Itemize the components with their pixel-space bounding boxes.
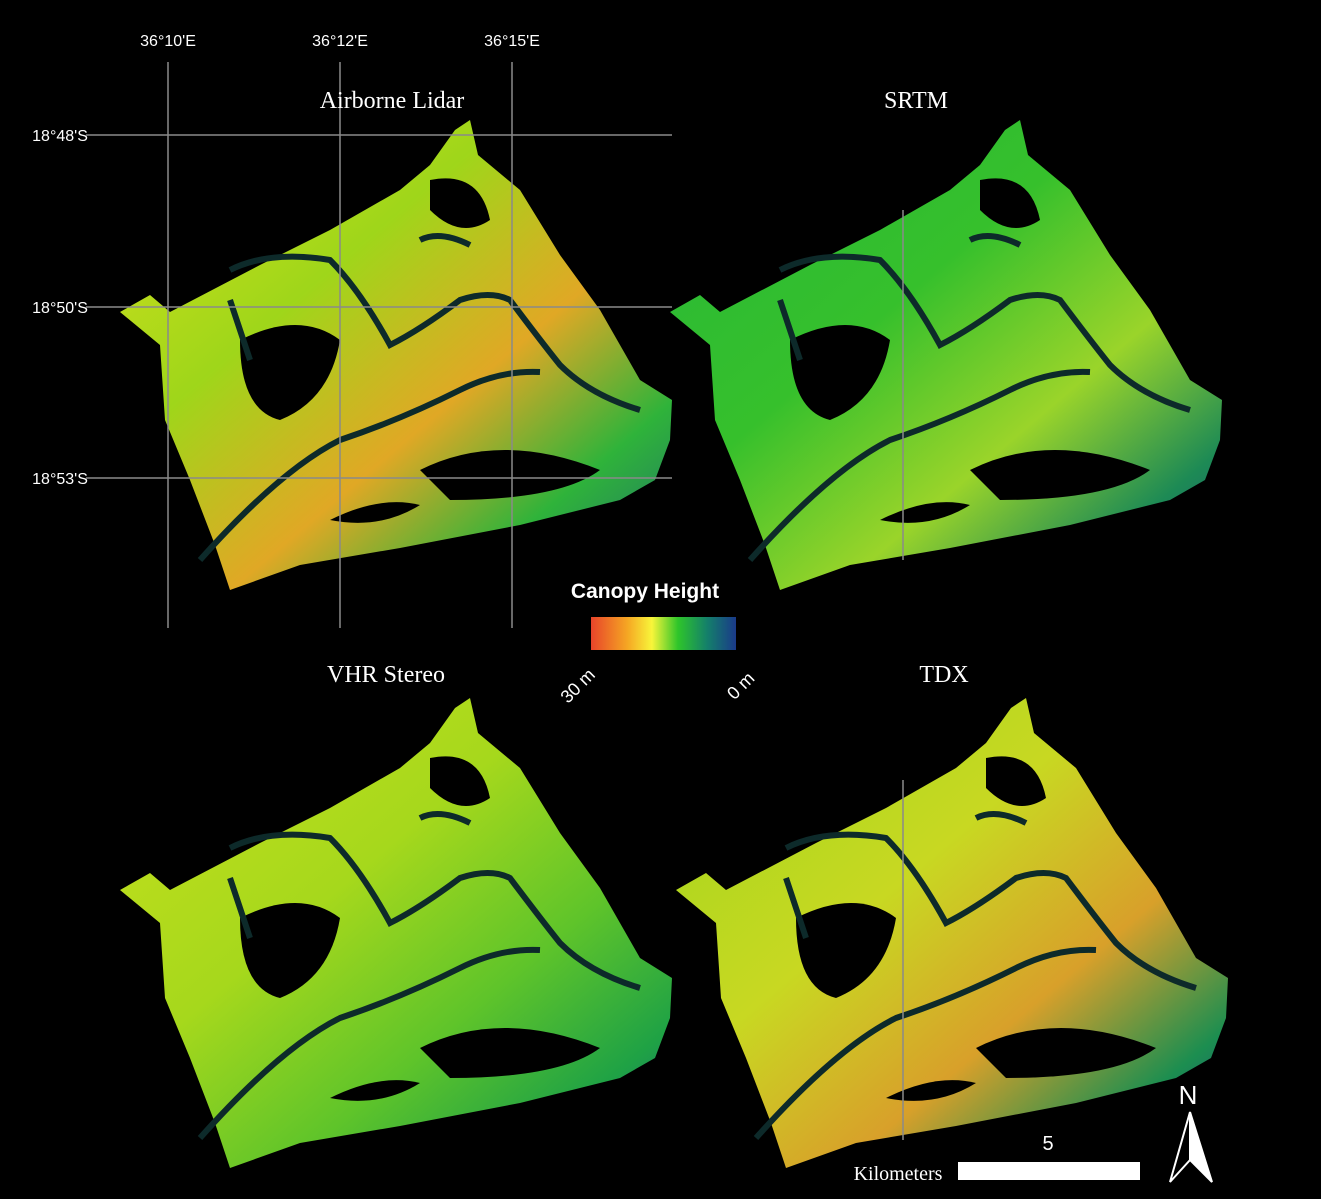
panel-title: Airborne Lidar <box>320 88 465 114</box>
longitude-label: 36°10'E <box>140 33 196 50</box>
longitude-label: 36°15'E <box>484 33 540 50</box>
scale-label: 5 <box>1042 1133 1053 1155</box>
longitude-label: 36°12'E <box>312 33 368 50</box>
scale-bar <box>958 1162 1140 1180</box>
panel-title: SRTM <box>884 88 948 114</box>
latitude-label: 18°50'S <box>32 300 88 317</box>
latitude-label: 18°53'S <box>32 471 88 488</box>
legend-colorbar <box>591 617 736 650</box>
panel-title: TDX <box>919 662 968 688</box>
scale-unit: Kilometers <box>854 1163 943 1185</box>
panel-title: VHR Stereo <box>327 662 445 688</box>
legend-title: Canopy Height <box>571 580 719 603</box>
latitude-label: 18°48'S <box>32 128 88 145</box>
figure: 36°10'E 36°12'E 36°15'E 18°48'S 18°50'S … <box>0 0 1321 1199</box>
north-label: N <box>1179 1080 1198 1110</box>
